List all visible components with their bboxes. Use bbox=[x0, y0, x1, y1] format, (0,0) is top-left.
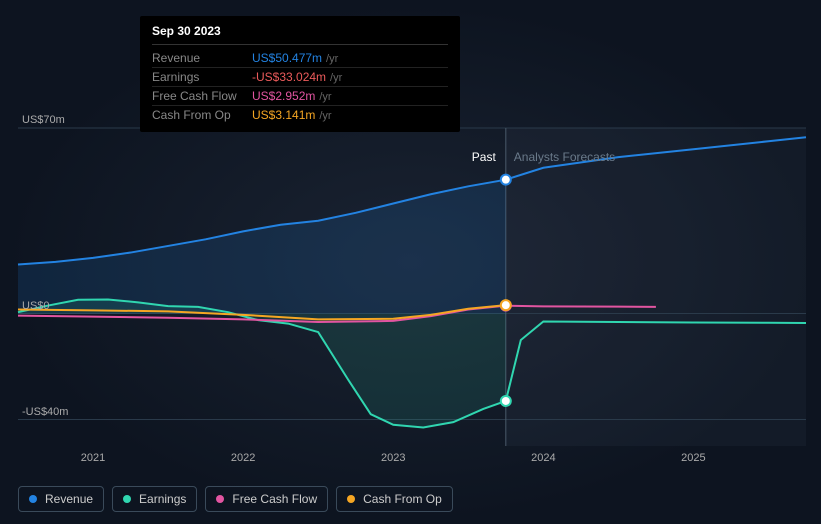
tooltip-row-value: US$2.952m bbox=[252, 89, 315, 103]
forecast-label: Analysts Forecasts bbox=[514, 150, 615, 164]
earnings-area bbox=[18, 299, 506, 427]
tooltip-row-unit: /yr bbox=[319, 91, 331, 103]
revenue-marker bbox=[501, 175, 511, 185]
tooltip-row-label: Cash From Op bbox=[152, 108, 252, 122]
legend-dot-icon bbox=[123, 495, 131, 503]
legend-earnings[interactable]: Earnings bbox=[112, 486, 197, 512]
chart-tooltip: Sep 30 2023 RevenueUS$50.477m/yrEarnings… bbox=[140, 16, 460, 132]
forecast-region bbox=[506, 128, 806, 446]
tooltip-row: RevenueUS$50.477m/yr bbox=[152, 49, 448, 68]
legend-label: Cash From Op bbox=[363, 492, 442, 506]
tooltip-row-value: US$3.141m bbox=[252, 108, 315, 122]
legend-label: Free Cash Flow bbox=[232, 492, 317, 506]
tooltip-row: Free Cash FlowUS$2.952m/yr bbox=[152, 87, 448, 106]
earnings-marker bbox=[501, 396, 511, 406]
x-axis-label: 2024 bbox=[531, 452, 555, 464]
y-axis-label: US$70m bbox=[22, 114, 65, 126]
tooltip-row-label: Earnings bbox=[152, 70, 252, 84]
tooltip-row-label: Revenue bbox=[152, 51, 252, 65]
tooltip-row-label: Free Cash Flow bbox=[152, 89, 252, 103]
tooltip-row-unit: /yr bbox=[319, 110, 331, 122]
legend-cfo[interactable]: Cash From Op bbox=[336, 486, 453, 512]
x-axis-label: 2022 bbox=[231, 452, 255, 464]
tooltip-date: Sep 30 2023 bbox=[152, 24, 448, 45]
tooltip-row-unit: /yr bbox=[330, 72, 342, 84]
legend-dot-icon bbox=[347, 495, 355, 503]
y-axis-label: US$0 bbox=[22, 300, 50, 312]
x-axis-label: 2021 bbox=[81, 452, 105, 464]
legend-dot-icon bbox=[216, 495, 224, 503]
chart-legend: Revenue Earnings Free Cash Flow Cash From O… bbox=[18, 486, 453, 512]
cfo-marker bbox=[501, 300, 511, 310]
tooltip-row-value: US$50.477m bbox=[252, 51, 322, 65]
tooltip-row-value: -US$33.024m bbox=[252, 70, 326, 84]
past-label: Past bbox=[472, 150, 496, 164]
tooltip-row: Cash From OpUS$3.141m/yr bbox=[152, 106, 448, 124]
x-axis-label: 2025 bbox=[681, 452, 705, 464]
legend-revenue[interactable]: Revenue bbox=[18, 486, 104, 512]
legend-label: Earnings bbox=[139, 492, 186, 506]
legend-label: Revenue bbox=[45, 492, 93, 506]
legend-fcf[interactable]: Free Cash Flow bbox=[205, 486, 328, 512]
y-axis-label: -US$40m bbox=[22, 406, 68, 418]
tooltip-row: Earnings-US$33.024m/yr bbox=[152, 68, 448, 87]
legend-dot-icon bbox=[29, 495, 37, 503]
tooltip-row-unit: /yr bbox=[326, 53, 338, 65]
financial-chart: US$70m US$0 -US$40m 2021 2022 2023 2024 2025 P… bbox=[0, 0, 821, 524]
revenue-area bbox=[18, 180, 506, 314]
x-axis-label: 2023 bbox=[381, 452, 405, 464]
